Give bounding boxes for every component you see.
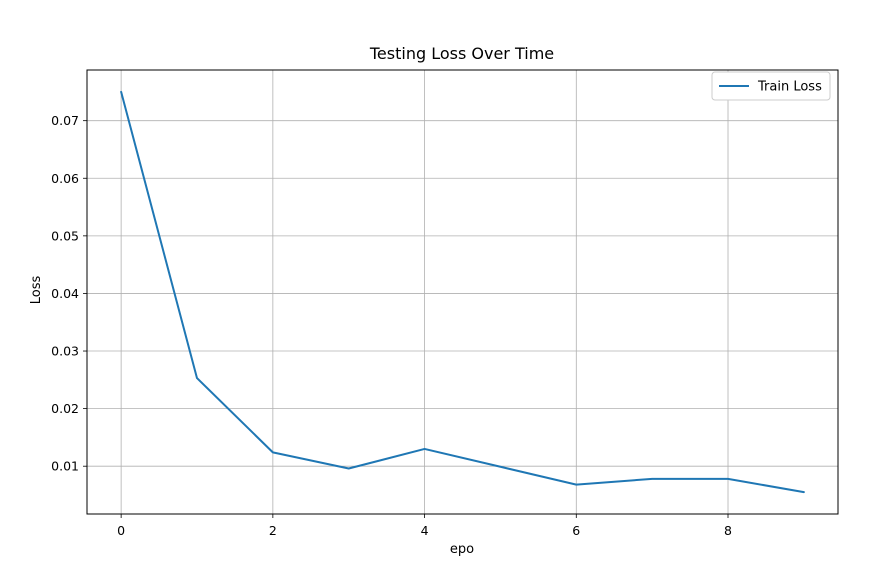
y-tick-label: 0.01 bbox=[51, 459, 79, 474]
y-tick-label: 0.05 bbox=[51, 228, 79, 243]
x-tick-label: 2 bbox=[269, 523, 277, 538]
legend-label-train-loss: Train Loss bbox=[757, 80, 822, 95]
y-axis-label: Loss bbox=[29, 276, 44, 305]
y-tick-label: 0.04 bbox=[51, 286, 79, 301]
x-tick-label: 4 bbox=[421, 523, 429, 538]
x-tick-label: 8 bbox=[724, 523, 732, 538]
chart-title: Testing Loss Over Time bbox=[369, 44, 554, 63]
ticks: 0 2 4 6 8 0.01 0.02 0.03 0.04 0.05 0.06 0.07 bbox=[51, 113, 732, 538]
grid bbox=[87, 70, 838, 514]
y-tick-label: 0.06 bbox=[51, 171, 79, 186]
y-tick-label: 0.02 bbox=[51, 401, 79, 416]
legend-box bbox=[711, 71, 831, 101]
x-tick-label: 0 bbox=[117, 523, 125, 538]
series-layer bbox=[120, 90, 805, 494]
y-tick-label: 0.03 bbox=[51, 344, 79, 359]
y-tick-label: 0.07 bbox=[51, 113, 79, 128]
plot-frame bbox=[86, 69, 839, 515]
series-line-train-loss bbox=[120, 90, 805, 494]
x-axis-label: epo bbox=[450, 542, 474, 557]
legend: Train Loss bbox=[711, 71, 831, 101]
x-tick-label: 6 bbox=[572, 523, 580, 538]
